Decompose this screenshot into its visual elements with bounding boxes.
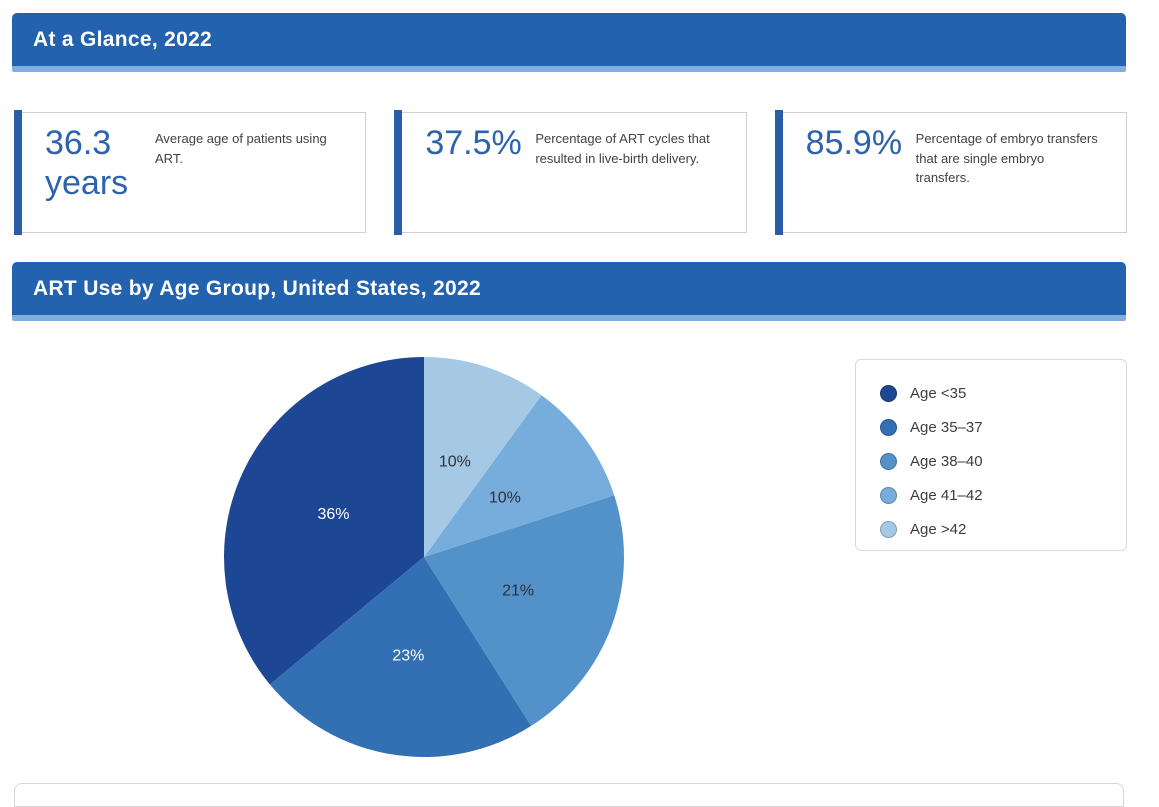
legend-marker-icon [880,384,897,402]
pie-slice-label: 23% [392,647,424,664]
legend-label: Age <35 [910,384,967,402]
pie-slice-label: 21% [502,582,534,599]
pie-slice-age-41-42[interactable] [424,395,615,557]
next-section-card-top [14,783,1124,807]
pie-slice-age-38-40[interactable] [424,495,624,726]
age-group-pie-chart: 36% 23% 21% 10% 10% [224,357,624,758]
stat-card-single-embryo: 85.9% Percentage of embryo transfers tha… [774,110,1127,235]
stat-description: Percentage of ART cycles that resulted i… [535,131,710,166]
art-use-section-title: ART Use by Age Group, United States, 202… [33,276,481,300]
chart-legend-list: Age <35 Age 35–37 Age 38–40 Age 41–42 Age >4… [880,376,1126,546]
stat-cards-row: 36.3 years Average age of patients using… [14,110,1127,235]
stat-card-live-birth: 37.5% Percentage of ART cycles that resu… [394,110,747,235]
stat-card-accent-bar [14,110,22,235]
pie-slice-label: 36% [317,506,349,523]
legend-item-age-35[interactable]: Age <35 [880,376,1126,410]
stat-description: Percentage of embryo transfers that are … [915,131,1098,185]
stat-card-accent-bar [394,110,403,235]
pie-slice-age-35[interactable] [224,357,424,685]
legend-marker-icon [880,418,897,436]
legend-label: Age 35–37 [910,418,983,436]
stat-value: 36.3 years [45,124,129,203]
stat-card-average-age: 36.3 years Average age of patients using… [14,110,367,235]
legend-label: Age >42 [910,520,967,538]
pie-slice-label: 10% [489,490,521,507]
legend-marker-icon [880,486,897,504]
legend-item-age-41-42[interactable]: Age 41–42 [880,478,1126,512]
glance-section-title: At a Glance, 2022 [33,27,213,51]
legend-item-age-42[interactable]: Age >42 [880,512,1126,546]
glance-section-header: At a Glance, 2022 [12,13,1126,72]
legend-marker-icon [880,452,897,470]
stat-value: 85.9% [805,124,903,162]
chart-legend: Age <35 Age 35–37 Age 38–40 Age 41–42 Age >4… [855,359,1127,551]
stat-value: 37.5% [425,124,522,162]
pie-slice-label: 10% [439,453,471,470]
pie-slice-age-42[interactable] [424,357,542,557]
pie-slice-age-35-37[interactable] [269,557,532,758]
legend-label: Age 41–42 [910,486,983,504]
stat-card-accent-bar [774,110,783,235]
art-use-section-header: ART Use by Age Group, United States, 202… [12,262,1126,321]
legend-marker-icon [880,520,897,538]
stat-description: Average age of patients using ART. [155,131,327,166]
legend-item-age-35-37[interactable]: Age 35–37 [880,410,1126,444]
legend-item-age-38-40[interactable]: Age 38–40 [880,444,1126,478]
legend-label: Age 38–40 [910,452,983,470]
